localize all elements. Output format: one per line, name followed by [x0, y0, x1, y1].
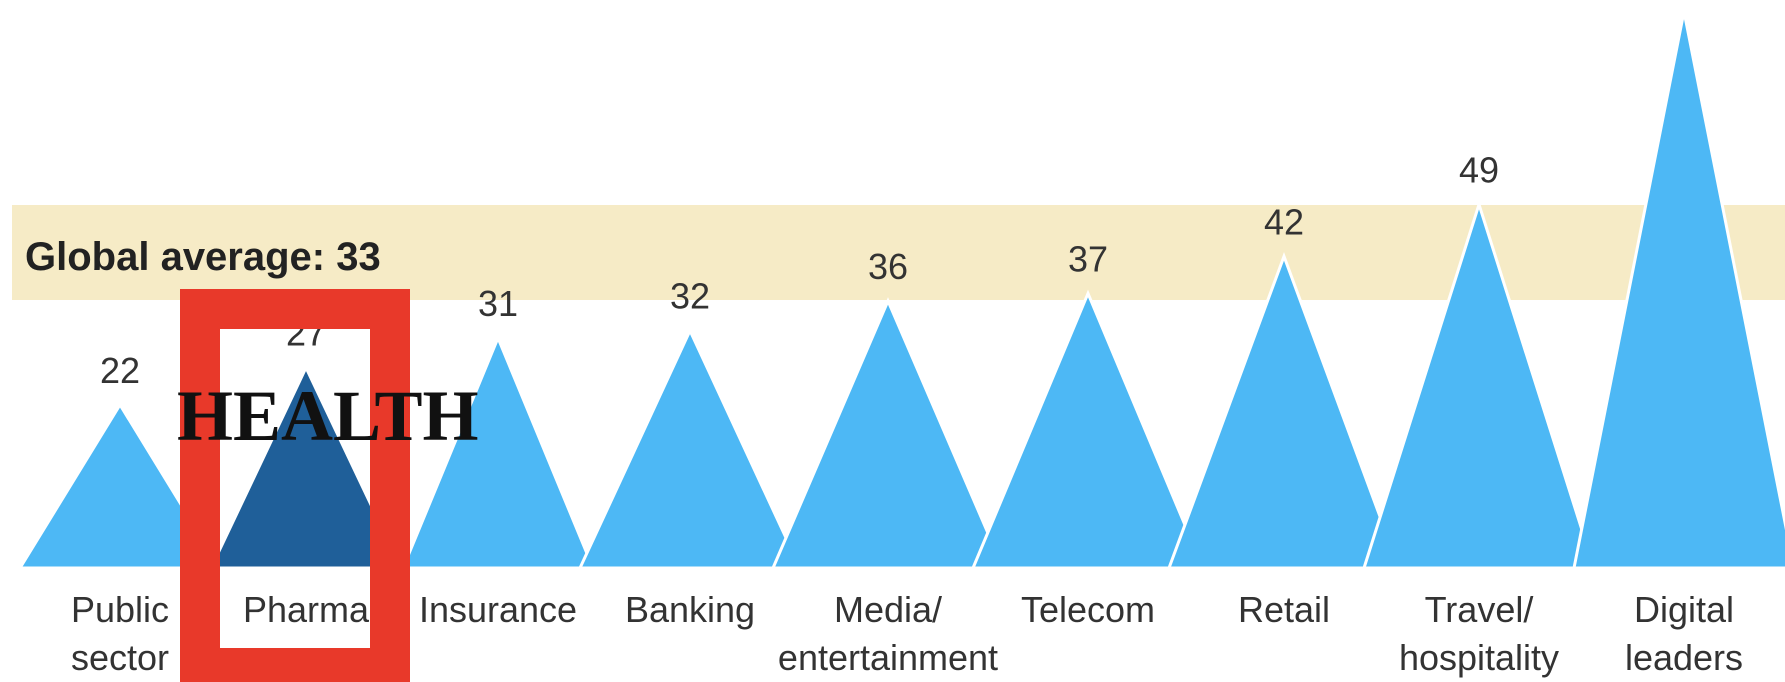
value-label: 49	[1459, 149, 1499, 190]
health-annotation: HEALTH	[177, 376, 478, 456]
value-labels: 222731323637424970–80	[100, 149, 1499, 391]
global-average-label: Global average: 33	[25, 235, 381, 279]
peak-digital-leaders	[1572, 11, 1785, 570]
peak-public-sector	[17, 401, 223, 570]
value-label: 22	[100, 350, 140, 391]
category-label: entertainment	[778, 637, 998, 678]
value-label: 31	[478, 283, 518, 324]
category-labels: Public sector Pharma Insurance Banking Media/…	[71, 589, 1743, 678]
category-label: Telecom	[1021, 589, 1155, 630]
value-label: 32	[670, 276, 710, 317]
category-label: Travel/	[1425, 589, 1534, 630]
category-label: hospitality	[1399, 637, 1559, 678]
category-label: Banking	[625, 589, 755, 630]
peak-pharma	[208, 364, 404, 570]
highlight-box	[180, 289, 410, 682]
peak-telecom	[970, 289, 1206, 570]
value-label: 42	[1264, 201, 1304, 242]
category-label: Media/	[834, 589, 942, 630]
value-label: 36	[868, 246, 908, 287]
series-peaks	[17, 11, 1785, 570]
peak-media-entertainment	[770, 297, 1006, 570]
category-label: Pharma	[243, 589, 370, 630]
peak-retail	[1166, 252, 1402, 570]
category-label: Public	[71, 589, 169, 630]
peak-banking	[577, 326, 803, 570]
category-label: Insurance	[419, 589, 577, 630]
value-label: 37	[1068, 238, 1108, 279]
category-label: Digital	[1634, 589, 1734, 630]
peak-insurance	[400, 334, 596, 570]
category-label: sector	[71, 637, 169, 678]
category-label: leaders	[1625, 637, 1743, 678]
peak-travel-hospitality	[1361, 199, 1597, 570]
category-label: Retail	[1238, 589, 1330, 630]
